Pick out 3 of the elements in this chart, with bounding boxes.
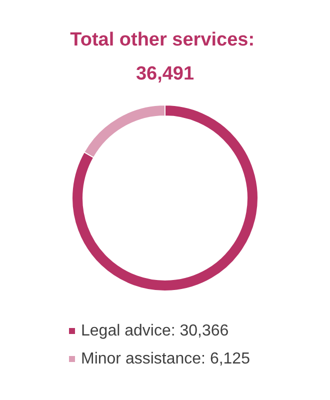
legend-label: Legal advice: 30,366 (81, 322, 229, 340)
legend-label: Minor assistance: 6,125 (81, 350, 250, 368)
chart-title: Total other services: 36,491 (70, 30, 260, 84)
